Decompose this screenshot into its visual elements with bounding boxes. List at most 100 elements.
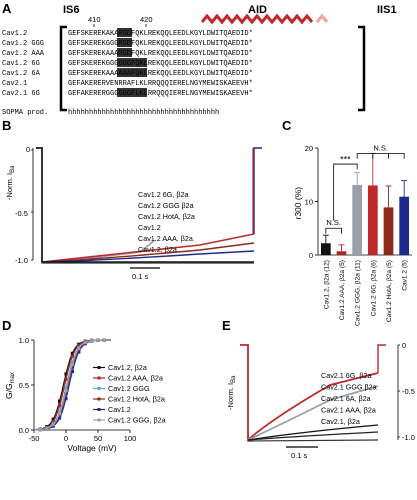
legend-entry: Cav2.1 6G, β2a [321, 371, 371, 380]
e-trace-wt [247, 439, 379, 442]
bar [336, 251, 347, 255]
d-legend-entry: Cav1.2 [108, 405, 131, 414]
d-point [58, 404, 62, 408]
d-point [70, 362, 74, 366]
category-label: Cav1.2 GGG, β2a (11) [355, 260, 362, 326]
highlight-row3 [117, 48, 132, 57]
e-tick-neg10: -1.0 [402, 433, 415, 442]
panel-letter-e: E [222, 318, 231, 333]
c-ytick-label: 0 [309, 251, 313, 260]
d-legend-marker [97, 397, 101, 401]
legend-entry: Cav1.2 6G, β2a [138, 190, 188, 199]
bar-chart: 0 10 20 r300 (%) Cav1.2, β2a (12) Cav1.2 AAA,… [293, 144, 412, 326]
d-point [77, 350, 81, 354]
d-xtick-label: -50 [29, 434, 40, 443]
bar [320, 243, 331, 255]
seq-row-name: Cav2.1 6G [2, 90, 40, 98]
c-ytick-label: 10 [305, 198, 313, 207]
seq-row-name: Cav1.2 6G [2, 60, 40, 68]
d-point [58, 413, 62, 417]
seq-row-seq: GEFAKERERGGGGGGFLKLRRQQQIERELNGYMEWISKAE… [68, 90, 253, 98]
c-ylabel: r300 (%) [293, 187, 303, 220]
panel-letter-c: C [282, 118, 292, 133]
aid-helix-icon [200, 13, 314, 25]
d-point [70, 360, 74, 364]
b-tick-0: 0 [26, 145, 30, 154]
ns1-label: N.S. [326, 218, 341, 227]
activation-curve-chart: 0.0 0.5 1.0 -50 0 50 100 Voltage (mV) G/Gmax Cav1… [4, 336, 166, 453]
e-traces [240, 344, 386, 443]
highlight-row1 [117, 28, 132, 37]
d-ylabel: G/Gmax [4, 372, 16, 399]
category-label: Cav1.2 HotA, β2a (5) [386, 260, 393, 322]
seq-row-seq: GEFSKEREKAAAAAAFQKLREKQQLEEDLKGYLDWITQAE… [68, 70, 253, 78]
d-point [64, 372, 68, 376]
d-legend-marker [97, 366, 101, 369]
aid-label: AID [248, 4, 267, 16]
svg-text:-Norm. IBa: -Norm. IBa [226, 375, 237, 410]
b-tick-neg10: -1.0 [15, 256, 28, 265]
d-ytick-label: 0.0 [19, 426, 29, 435]
iis1-label: IIS1 [377, 4, 397, 16]
legend-entry: Cav1.2 [138, 223, 161, 232]
ns2-bracket [356, 152, 405, 159]
category-label: Cav1.2 6G, β2a (6) [370, 260, 377, 316]
d-point [70, 369, 74, 373]
highlight-row2 [117, 38, 132, 47]
d-point [77, 343, 81, 348]
ns1-bracket [325, 227, 342, 234]
bar [399, 196, 410, 255]
ns2-label: N.S. [373, 144, 388, 153]
sig-bracket [333, 163, 358, 221]
e-trace-ggg [247, 385, 379, 441]
category-label: Cav1.2 AAA, β2a (5) [339, 260, 346, 320]
d-point [45, 426, 49, 430]
left-bracket [59, 25, 67, 112]
d-point [64, 391, 68, 395]
panel-letter-b: B [2, 118, 11, 133]
d-point [38, 427, 42, 432]
seq-row-seq: GEFSKEREKGGGRGDFQKLREKQQLEEDLKGYLDWITQAE… [68, 40, 253, 48]
seq-row-name: Cav2.1 [2, 80, 27, 88]
b-scale-label: 0.1 s [132, 272, 149, 281]
d-point [96, 338, 100, 342]
d-point [70, 351, 74, 355]
highlight-row4 [117, 58, 147, 67]
d-point [64, 386, 68, 390]
svg-text:-Norm. IBa: -Norm. IBa [5, 165, 16, 200]
legend-entry: Cav1.2 HotA, β2a [138, 212, 195, 221]
tick-410: 410 [88, 15, 101, 24]
e-trace-aaa [247, 431, 379, 441]
b-ylabel: -Norm. IBa [5, 165, 16, 200]
sequence-alignment: Cav1.2 GEFSKEREKAKARGDFQKLREKQQLEEDLKGYLD… [2, 30, 253, 98]
d-point [51, 422, 55, 427]
e-tick-0: 0 [402, 341, 406, 350]
is6-label: IS6 [63, 4, 80, 16]
e-legend: Cav2.1 6G, β2a Cav2.1 GGG β2a Cav2.1 6A, β… [321, 371, 377, 426]
d-point [70, 364, 74, 369]
d-legend-entry: Cav1.2 HotA, β2a [108, 395, 165, 404]
e-scale-label: 0.1 s [291, 451, 308, 460]
right-bracket [358, 25, 366, 112]
d-legend-marker [97, 376, 101, 380]
sig-label: *** [340, 154, 351, 164]
d-point [102, 338, 106, 342]
d-point [64, 397, 68, 401]
seq-row-name: Cav1.2 6A [2, 70, 41, 78]
b-legend: Cav1.2 6G, β2a Cav1.2 GGG β2a Cav1.2 HotA,… [138, 190, 195, 254]
d-xtick-label: 100 [124, 434, 137, 443]
sopma-label: SOPMA prod. [2, 109, 48, 117]
b-traces [36, 147, 262, 264]
e-tail [377, 344, 386, 373]
category-label: Cav1.2, β2a (12) [323, 260, 330, 309]
legend-entry: Cav2.1 GGG β2a [321, 383, 377, 392]
legend-entry: Cav2.1, β2a [321, 417, 360, 426]
seq-row-name: Cav1.2 [2, 30, 27, 38]
d-legend-marker [97, 408, 101, 411]
legend-entry: Cav2.1 6A, β2a [321, 394, 371, 403]
b-tail-blue [253, 147, 262, 234]
c-ytick-label: 20 [305, 144, 313, 153]
d-legend-marker [97, 418, 101, 422]
d-point [58, 399, 62, 403]
